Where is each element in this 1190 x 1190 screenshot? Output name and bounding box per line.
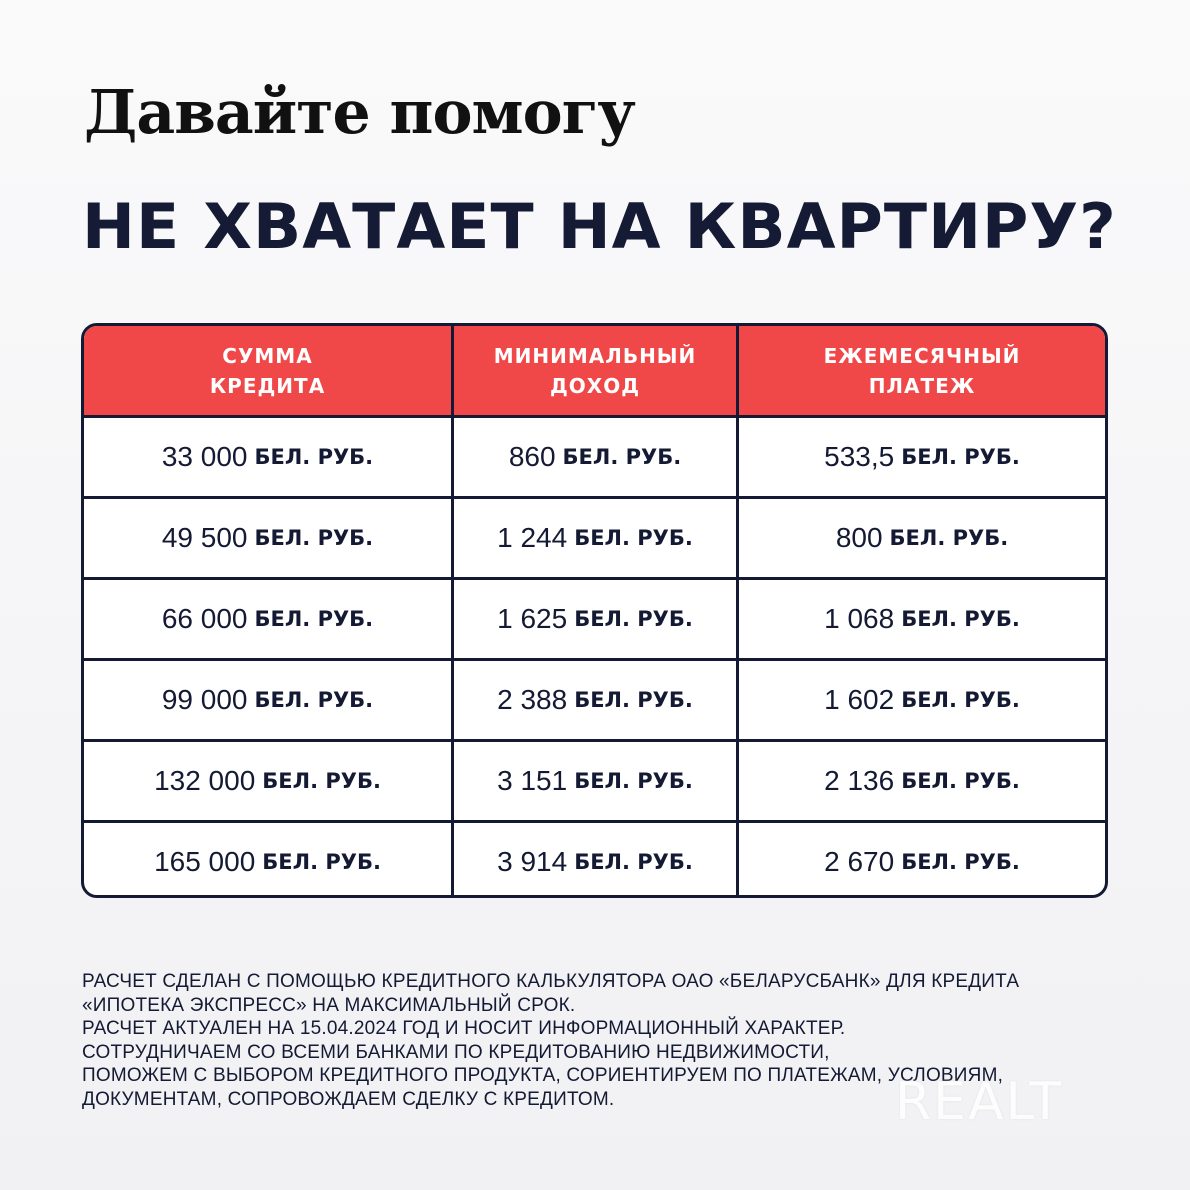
value: 1 068 <box>824 603 895 634</box>
currency-unit: БЕЛ. РУБ. <box>901 850 1020 874</box>
value: 2 670 <box>824 846 895 877</box>
cell-loan-amount: 33 000 БЕЛ. РУБ. <box>84 418 454 496</box>
currency-unit: БЕЛ. РУБ. <box>574 688 693 712</box>
footnote-line: СОТРУДНИЧАЕМ СО ВСЕМИ БАНКАМИ ПО КРЕДИТО… <box>82 1041 830 1063</box>
footnote-line: ПОМОЖЕМ С ВЫБОРОМ КРЕДИТНОГО ПРОДУКТА, С… <box>82 1065 1004 1086</box>
value: 860 <box>508 441 556 472</box>
footnote-line: ДОКУМЕНТАМ, СОПРОВОЖДАЕМ СДЕЛКУ С КРЕДИТ… <box>82 1088 615 1110</box>
header-monthly-payment: ЕЖЕМЕСЯЧНЫЙ ПЛАТЕЖ <box>823 343 1021 398</box>
credit-table: СУММА КРЕДИТА МИНИМАЛЬНЫЙ ДОХОД ЕЖЕМЕСЯЧ… <box>81 323 1108 898</box>
value: 2 136 <box>824 765 895 796</box>
table-row: 66 000 БЕЛ. РУБ. 1 625 БЕЛ. РУБ. 1 068 БЕЛ. Р… <box>84 577 1105 658</box>
value: 165 000 <box>154 846 256 877</box>
value: 3 151 <box>497 765 568 796</box>
header-min-income: МИНИМАЛЬНЫЙ ДОХОД <box>454 326 739 415</box>
value: 1 602 <box>824 684 895 715</box>
currency-unit: БЕЛ. РУБ. <box>254 445 374 469</box>
currency-unit: БЕЛ. РУБ. <box>262 850 381 874</box>
table-row: 165 000 БЕЛ. РУБ. 3 914 БЕЛ. РУБ. 2 670 БЕЛ. … <box>84 820 1105 895</box>
headline: Давайте помогу <box>84 78 636 148</box>
realt-watermark-logo: REALT <box>895 1072 1064 1132</box>
currency-unit: БЕЛ. РУБ. <box>889 526 1009 550</box>
value: 66 000 <box>161 603 248 634</box>
value: 3 914 <box>497 846 568 877</box>
cell-loan-amount: 66 000 БЕЛ. РУБ. <box>84 580 454 658</box>
value: 33 000 <box>161 441 248 472</box>
currency-unit: БЕЛ. РУБ. <box>574 769 693 793</box>
table-header-row: СУММА КРЕДИТА МИНИМАЛЬНЫЙ ДОХОД ЕЖЕМЕСЯЧ… <box>84 326 1105 415</box>
cell-monthly-payment: 2 136 БЕЛ. РУБ. <box>739 742 1105 820</box>
currency-unit: БЕЛ. РУБ. <box>574 850 693 874</box>
value: 132 000 <box>154 765 256 796</box>
subheadline: НЕ ХВАТАЕТ НА КВАРТИРУ? <box>82 190 1117 263</box>
value: 533,5 <box>824 441 895 472</box>
cell-monthly-payment: 533,5 БЕЛ. РУБ. <box>739 418 1105 496</box>
currency-unit: БЕЛ. РУБ. <box>574 526 693 550</box>
currency-unit: БЕЛ. РУБ. <box>262 769 381 793</box>
footnote-line: РАСЧЕТ СДЕЛАН С ПОМОЩЬЮ КРЕДИТНОГО КАЛЬК… <box>82 971 1020 992</box>
currency-unit: БЕЛ. РУБ. <box>254 526 374 550</box>
header-loan-amount: СУММА КРЕДИТА <box>84 326 454 415</box>
cell-monthly-payment: 1 602 БЕЛ. РУБ. <box>739 661 1105 739</box>
value: 800 <box>835 522 883 553</box>
cell-loan-amount: 99 000 БЕЛ. РУБ. <box>84 661 454 739</box>
cell-monthly-payment: 800 БЕЛ. РУБ. <box>739 499 1105 577</box>
footnote-line: РАСЧЕТ АКТУАЛЕН НА 15.04.2024 ГОД И НОСИ… <box>82 1018 846 1039</box>
table-row: 49 500 БЕЛ. РУБ. 1 244 БЕЛ. РУБ. 800 БЕЛ. РУБ… <box>84 496 1105 577</box>
cell-monthly-payment: 2 670 БЕЛ. РУБ. <box>739 823 1105 895</box>
value: 1 244 <box>497 522 568 553</box>
cell-loan-amount: 49 500 БЕЛ. РУБ. <box>84 499 454 577</box>
currency-unit: БЕЛ. РУБ. <box>901 769 1020 793</box>
currency-unit: БЕЛ. РУБ. <box>901 445 1020 469</box>
table-row: 33 000 БЕЛ. РУБ. 860 БЕЛ. РУБ. 533,5 БЕЛ. РУБ… <box>84 415 1105 496</box>
cell-min-income: 3 151 БЕЛ. РУБ. <box>454 742 739 820</box>
value: 99 000 <box>161 684 248 715</box>
cell-min-income: 860 БЕЛ. РУБ. <box>454 418 739 496</box>
cell-loan-amount: 165 000 БЕЛ. РУБ. <box>84 823 454 895</box>
currency-unit: БЕЛ. РУБ. <box>254 607 374 631</box>
cell-min-income: 1 625 БЕЛ. РУБ. <box>454 580 739 658</box>
value: 1 625 <box>497 603 568 634</box>
cell-monthly-payment: 1 068 БЕЛ. РУБ. <box>739 580 1105 658</box>
footnote-line: «ИПОТЕКА ЭКСПРЕСС» НА МАКСИМАЛЬНЫЙ СРОК. <box>82 994 576 1016</box>
currency-unit: БЕЛ. РУБ. <box>562 445 682 469</box>
cell-loan-amount: 132 000 БЕЛ. РУБ. <box>84 742 454 820</box>
currency-unit: БЕЛ. РУБ. <box>574 607 693 631</box>
table-row: 99 000 БЕЛ. РУБ. 2 388 БЕЛ. РУБ. 1 602 БЕЛ. Р… <box>84 658 1105 739</box>
table-row: 132 000 БЕЛ. РУБ. 3 151 БЕЛ. РУБ. 2 136 БЕЛ. … <box>84 739 1105 820</box>
currency-unit: БЕЛ. РУБ. <box>901 688 1020 712</box>
cell-min-income: 2 388 БЕЛ. РУБ. <box>454 661 739 739</box>
currency-unit: БЕЛ. РУБ. <box>901 607 1020 631</box>
value: 2 388 <box>497 684 568 715</box>
currency-unit: БЕЛ. РУБ. <box>254 688 374 712</box>
value: 49 500 <box>161 522 248 553</box>
cell-min-income: 3 914 БЕЛ. РУБ. <box>454 823 739 895</box>
footnote: РАСЧЕТ СДЕЛАН С ПОМОЩЬЮ КРЕДИТНОГО КАЛЬК… <box>82 970 1019 1111</box>
cell-min-income: 1 244 БЕЛ. РУБ. <box>454 499 739 577</box>
